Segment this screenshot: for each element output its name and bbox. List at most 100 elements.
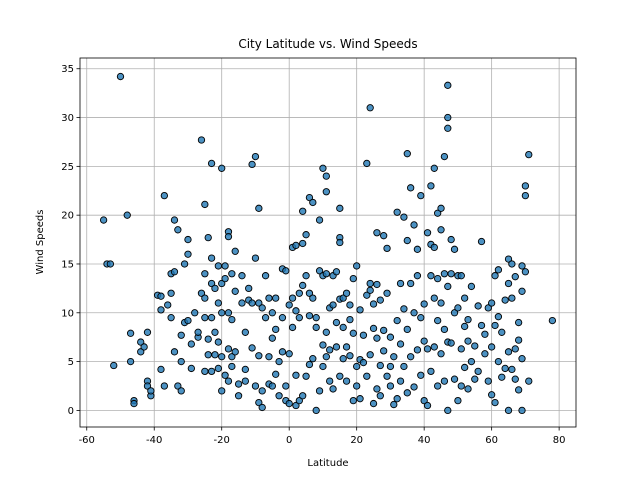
point <box>211 351 219 359</box>
point <box>238 299 246 307</box>
point <box>464 385 472 393</box>
point <box>464 315 472 324</box>
point <box>396 279 405 288</box>
point <box>268 334 276 342</box>
point <box>491 398 499 407</box>
point <box>258 403 266 412</box>
point <box>369 324 378 333</box>
point <box>295 289 303 297</box>
point <box>299 281 307 290</box>
point <box>180 260 189 268</box>
point <box>447 270 455 278</box>
point <box>420 396 428 405</box>
point <box>241 377 249 385</box>
point <box>187 364 195 373</box>
point <box>511 375 519 383</box>
point <box>349 396 357 405</box>
point <box>123 211 131 219</box>
point <box>461 322 469 331</box>
point <box>207 254 216 262</box>
point <box>184 235 192 244</box>
plot-frame <box>79 57 577 428</box>
point <box>514 386 523 394</box>
point <box>319 341 327 349</box>
point <box>359 358 368 367</box>
point <box>477 237 486 246</box>
point <box>170 348 179 356</box>
point <box>464 337 472 345</box>
point <box>197 289 206 297</box>
point <box>440 377 449 385</box>
point <box>207 279 216 288</box>
point <box>167 314 175 322</box>
point <box>211 328 219 336</box>
point <box>258 387 266 395</box>
point <box>315 387 324 395</box>
point <box>248 344 256 352</box>
point <box>140 343 148 351</box>
point <box>299 239 307 248</box>
point <box>251 152 260 161</box>
point <box>231 348 239 356</box>
x-tick-label: -60 <box>79 435 95 446</box>
point <box>437 226 445 234</box>
point <box>420 300 428 308</box>
point <box>437 204 445 212</box>
x-tick-label: -20 <box>214 435 230 446</box>
point <box>434 209 442 217</box>
point <box>201 270 209 278</box>
point <box>137 338 145 346</box>
grid <box>80 58 576 427</box>
point <box>248 299 256 307</box>
point <box>525 377 533 385</box>
point <box>194 328 202 336</box>
point <box>434 316 442 325</box>
point <box>160 382 169 390</box>
point <box>423 401 432 410</box>
point <box>521 191 530 200</box>
point <box>332 318 341 327</box>
point <box>410 383 418 391</box>
point <box>147 387 155 395</box>
point <box>126 329 135 337</box>
point <box>420 337 428 345</box>
point <box>393 395 401 403</box>
point <box>440 325 449 334</box>
point <box>268 309 276 317</box>
y-tick-label: 35 <box>61 64 74 75</box>
point <box>204 351 212 359</box>
point <box>342 343 351 351</box>
point <box>444 81 452 89</box>
point <box>201 294 209 302</box>
point <box>521 268 530 276</box>
x-tick-label: 80 <box>553 435 566 446</box>
point <box>373 385 381 393</box>
point <box>501 296 509 304</box>
point <box>498 328 506 336</box>
point <box>346 315 354 324</box>
point <box>157 292 165 300</box>
x-tick-label: -40 <box>146 435 162 446</box>
point <box>312 323 320 332</box>
point <box>369 399 378 408</box>
point <box>177 387 185 395</box>
point <box>204 233 212 242</box>
point <box>302 272 310 280</box>
point <box>454 396 462 405</box>
chart-title: City Latitude vs. Wind Speeds <box>238 37 417 51</box>
point <box>177 357 185 366</box>
point <box>467 357 476 366</box>
x-tick-label: 60 <box>485 435 498 446</box>
point <box>498 373 506 381</box>
point <box>322 270 330 278</box>
point <box>363 291 371 299</box>
point <box>457 382 465 390</box>
point <box>326 346 334 354</box>
point <box>174 382 182 390</box>
point <box>504 348 513 356</box>
point <box>241 365 249 374</box>
point <box>329 301 337 309</box>
y-tick-label: 30 <box>61 113 74 124</box>
point <box>457 272 465 280</box>
point <box>386 333 395 341</box>
